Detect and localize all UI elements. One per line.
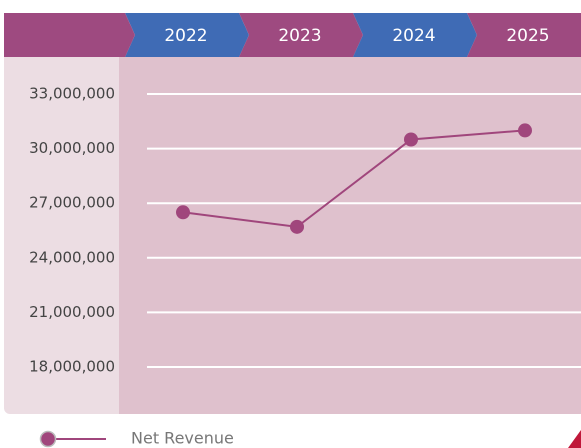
header-segment xyxy=(467,13,581,57)
header-segment xyxy=(353,13,477,57)
header-segment xyxy=(4,13,135,57)
plot-area xyxy=(119,55,581,414)
y-tick-label: 24,000,000 xyxy=(29,248,115,266)
data-point xyxy=(404,132,418,147)
y-tick-label: 18,000,000 xyxy=(29,358,115,376)
x-tick-label: 2022 xyxy=(164,26,207,46)
legend-label: Net Revenue xyxy=(131,429,234,448)
y-tick-label: 33,000,000 xyxy=(29,85,115,103)
x-tick-label: 2025 xyxy=(506,26,549,46)
legend-marker xyxy=(39,430,57,448)
y-tick-label: 30,000,000 xyxy=(29,139,115,157)
x-tick-label: 2023 xyxy=(278,26,321,46)
data-point xyxy=(176,205,190,220)
x-tick-label: 2024 xyxy=(392,26,435,46)
y-tick-label: 27,000,000 xyxy=(29,194,115,212)
header-segment xyxy=(239,13,363,57)
data-point xyxy=(290,219,304,234)
y-tick-label: 21,000,000 xyxy=(29,303,115,321)
corner-decoration xyxy=(568,430,581,448)
data-point xyxy=(518,123,532,138)
header-segment xyxy=(125,13,249,57)
series-line xyxy=(182,129,526,228)
